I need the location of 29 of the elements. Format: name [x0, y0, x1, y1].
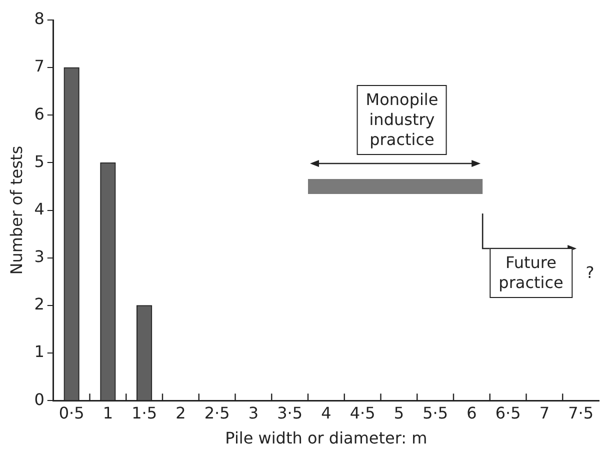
y-tick-label: 7 — [34, 56, 44, 76]
x-tick-label: 3 — [248, 403, 259, 422]
y-axis-title: Number of tests — [6, 146, 26, 275]
x-tick-label: 2 — [176, 403, 186, 422]
x-tick-label: 6 — [466, 403, 477, 422]
x-tick-label: 0·5 — [58, 403, 84, 422]
x-tick-label: 7 — [539, 403, 550, 422]
x-tick-label: 2·5 — [204, 403, 230, 422]
x-axis-title: Pile width or diameter: m — [225, 428, 428, 448]
x-tick-label: 5·5 — [422, 403, 448, 422]
x-tick-label: 4·5 — [350, 403, 376, 422]
x-tick-label: 4 — [321, 403, 332, 422]
y-tick-label: 0 — [34, 390, 44, 409]
y-tick-label: 3 — [34, 247, 44, 266]
x-tick-label: 1·5 — [132, 403, 158, 422]
y-tick-label: 6 — [34, 104, 44, 124]
annotation: Monopile industry practice — [356, 85, 448, 155]
x-tick-label: 7·5 — [568, 403, 594, 422]
y-tick-label: 4 — [34, 199, 44, 218]
x-tick-label: 5 — [394, 403, 404, 422]
annotation: ? — [586, 263, 594, 283]
x-tick-label: 1 — [102, 403, 114, 422]
y-tick-label: 5 — [34, 152, 44, 171]
y-tick-label: 8 — [34, 9, 44, 28]
x-tick-label: 3·5 — [277, 403, 303, 422]
x-tick-label: 6·5 — [495, 403, 521, 422]
y-tick-label: 2 — [34, 294, 44, 314]
annotation: Future practice — [490, 248, 572, 298]
y-tick-label: 1 — [34, 342, 44, 362]
